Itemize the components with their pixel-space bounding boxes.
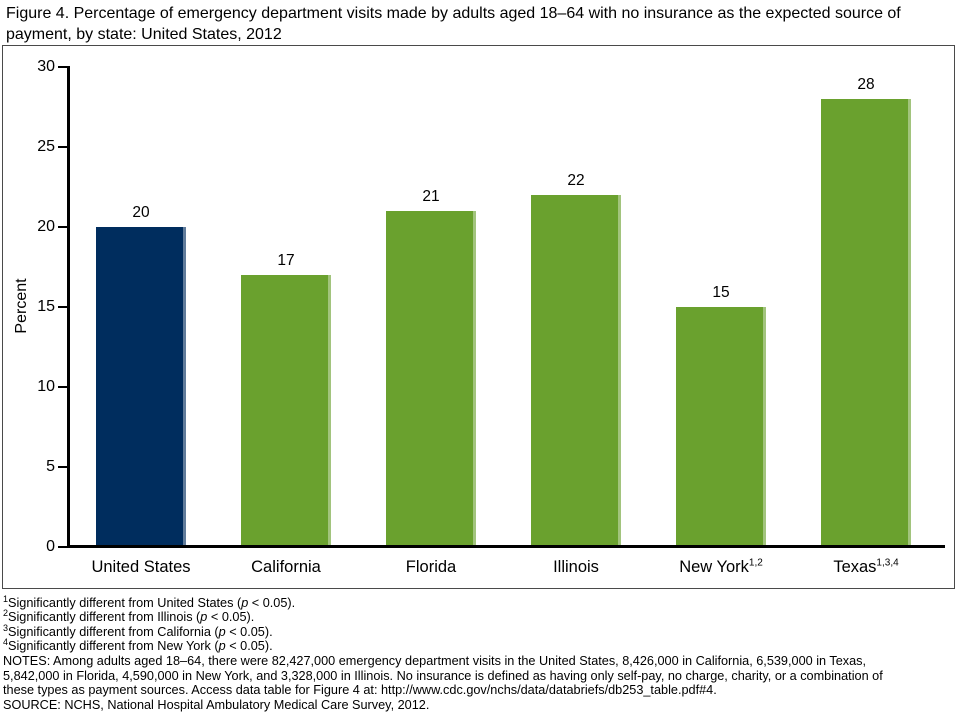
bar-value-texas: 28 — [857, 76, 875, 93]
y-axis-tick — [58, 466, 68, 468]
y-axis-tick — [58, 546, 68, 548]
x-axis-label-text: Florida — [405, 558, 457, 576]
x-axis-label-text: Illinois — [553, 558, 599, 576]
bar-california — [241, 275, 331, 545]
notes-block: NOTES: Among adults aged 18–64, there we… — [3, 654, 959, 712]
x-axis-label-text: Texas — [833, 558, 877, 576]
figure-title: Figure 4. Percentage of emergency depart… — [6, 5, 901, 43]
x-axis-label-superscript: 1,2 — [748, 557, 763, 569]
y-axis-tick — [58, 386, 68, 388]
chart-area: Percent 0 5 10 15 20 25 30 20 United States 17 Cal… — [2, 45, 955, 589]
footnote-marker: 2 — [3, 608, 9, 619]
notes-line-2: 5,842,000 in Florida, 4,590,000 in New Y… — [3, 668, 883, 683]
y-axis-tick — [58, 66, 68, 68]
y-axis-tick-label: 20 — [37, 218, 55, 235]
x-axis-label-texas: Texas1,3,4 — [794, 556, 938, 578]
y-axis-tick-label: 30 — [37, 58, 55, 75]
footnote-marker: 4 — [3, 636, 9, 647]
bar-texas — [821, 99, 911, 545]
y-axis-tick-label: 15 — [37, 298, 55, 315]
bar-illinois — [531, 195, 621, 545]
x-axis-label-text: California — [251, 558, 321, 576]
y-axis-tick-label: 25 — [37, 138, 55, 155]
x-axis-label-california: California — [214, 556, 358, 578]
bar-value-california: 17 — [277, 252, 295, 269]
bar-value-united-states: 20 — [132, 204, 150, 221]
x-axis-label-new-york: New York1,2 — [649, 556, 793, 578]
bar-value-florida: 21 — [422, 188, 440, 205]
footnote-1: 1Significantly different from United Sta… — [3, 593, 296, 610]
y-axis-tick-label: 10 — [37, 378, 55, 395]
bar-united-states — [96, 227, 186, 545]
footnote-4: 4Significantly different from New York (… — [3, 636, 273, 654]
x-axis-label-text: New York — [679, 558, 749, 576]
x-axis-label-united-states: United States — [69, 556, 213, 578]
y-axis-line — [67, 66, 70, 548]
x-axis-label-florida: Florida — [359, 556, 503, 578]
y-axis-tick — [58, 306, 68, 308]
notes-line-1: NOTES: Among adults aged 18–64, there we… — [3, 654, 867, 668]
notes-line-3: these types as payment sources. Access d… — [3, 683, 717, 698]
bar-new-york — [676, 307, 766, 545]
footnotes-block: 1Significantly different from United Sta… — [3, 593, 296, 654]
footnote-marker: 1 — [3, 593, 9, 604]
y-axis-tick-label: 5 — [46, 458, 55, 475]
footnote-2: 2Significantly different from Illinois (… — [3, 608, 255, 625]
y-axis-tick-label: 0 — [46, 538, 55, 555]
x-axis-label-text: United States — [91, 558, 191, 576]
bar-florida — [386, 211, 476, 545]
x-axis-label-illinois: Illinois — [504, 556, 648, 578]
y-axis-tick — [58, 146, 68, 148]
x-axis-label-superscript: 1,3,4 — [876, 557, 899, 569]
footnote-3: 3Significantly different from California… — [3, 622, 273, 639]
x-axis-line — [67, 545, 945, 548]
bar-value-new-york: 15 — [712, 284, 730, 301]
footnote-marker: 3 — [3, 622, 9, 633]
y-axis-tick — [58, 226, 68, 228]
source-line: SOURCE: NCHS, National Hospital Ambulato… — [3, 697, 430, 712]
bar-value-illinois: 22 — [567, 172, 585, 189]
